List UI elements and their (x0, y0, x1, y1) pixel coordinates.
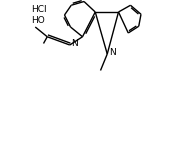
Text: HO: HO (32, 16, 45, 25)
Text: HCl: HCl (32, 5, 47, 14)
Text: N: N (72, 39, 78, 48)
Text: N: N (109, 48, 115, 57)
